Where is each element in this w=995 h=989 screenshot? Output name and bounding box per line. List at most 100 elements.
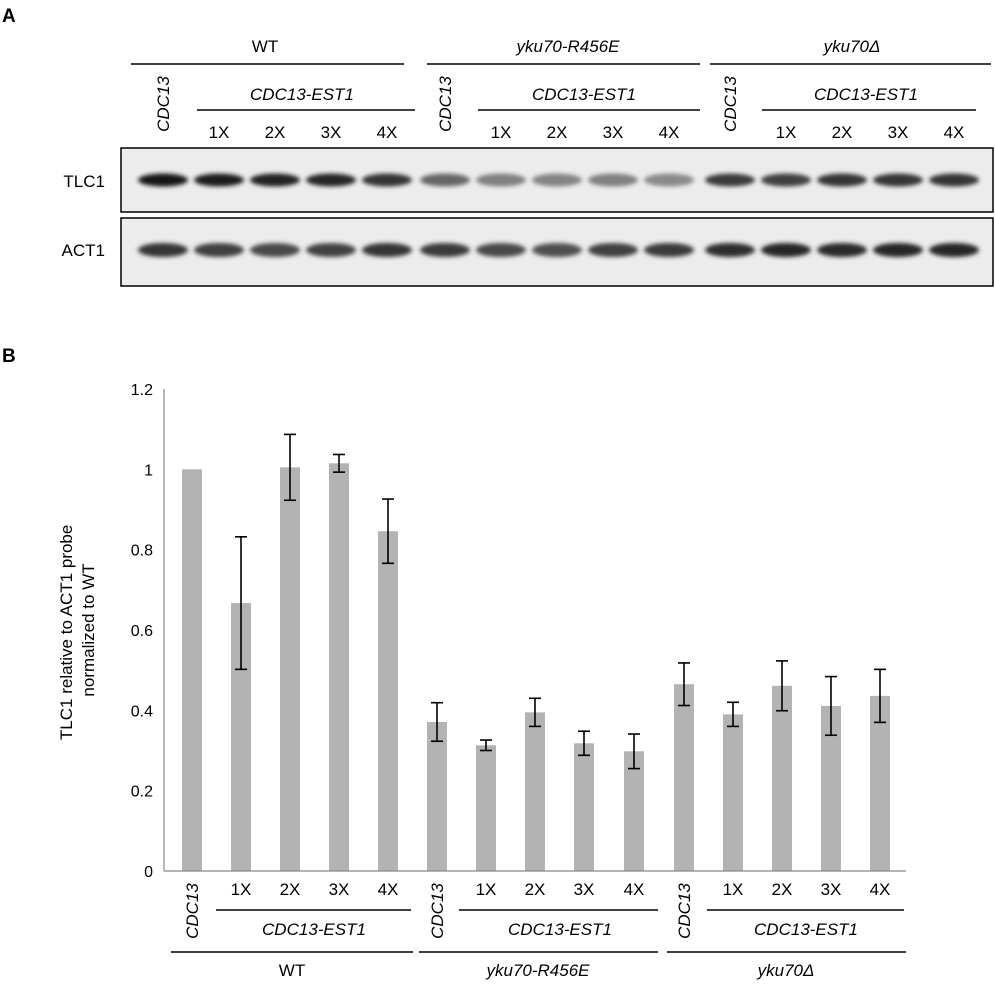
- dose-label-0-2: 3X: [321, 123, 342, 142]
- dose-label-2-3: 4X: [944, 123, 965, 142]
- error-bar: [874, 668, 886, 724]
- error-bar: [480, 739, 492, 752]
- band-tlc1-1: [194, 173, 244, 187]
- bar: [476, 745, 496, 871]
- error-bar: [628, 733, 640, 770]
- x-group-label: WT: [279, 961, 305, 980]
- bar: [280, 467, 300, 871]
- x-tick-label-control: CDC13: [183, 883, 202, 939]
- x-tick-label-dose: 1X: [231, 880, 252, 899]
- x-tick-label-dose: 4X: [624, 880, 645, 899]
- blot-header: WT CDC13-EST1 CDC13 1X 2X 3X 4X yku70-R456E CDC1…: [131, 37, 991, 142]
- band-act1-7: [532, 243, 582, 257]
- band-tlc1-7: [532, 173, 582, 187]
- error-bar: [529, 697, 541, 728]
- bar: [674, 684, 694, 871]
- band-act1-6: [476, 243, 526, 257]
- band-tlc1-5: [420, 173, 470, 187]
- bar: [870, 695, 890, 871]
- bar: [723, 714, 743, 871]
- panel-a-letter: A: [2, 6, 16, 27]
- blot-tlc1: [120, 147, 994, 213]
- bar: [574, 743, 594, 871]
- fusion-label-1: CDC13-EST1: [532, 85, 636, 104]
- bar: [624, 751, 644, 871]
- blot-row-label-act1: ACT1: [62, 241, 105, 260]
- bars: [182, 463, 890, 871]
- dose-label-1-0: 1X: [491, 123, 512, 142]
- error-bar: [333, 453, 345, 473]
- band-act1-13: [873, 243, 923, 257]
- group-label-0: WT: [252, 37, 278, 56]
- band-act1-5: [420, 243, 470, 257]
- error-bar: [776, 660, 788, 712]
- y-tick-label: 0.8: [131, 543, 153, 560]
- y-axis-ticks: 0 0.2 0.4 0.6 0.8 1 1.2: [131, 382, 153, 881]
- band-act1-12: [817, 243, 867, 257]
- band-tlc1-8: [588, 173, 638, 187]
- y-tick-label: 0.4: [131, 703, 153, 720]
- error-bar: [825, 675, 837, 737]
- dose-label-0-1: 2X: [265, 123, 286, 142]
- x-group-label: yku70-R456E: [485, 961, 590, 980]
- band-tlc1-14: [929, 173, 979, 187]
- error-bar: [235, 536, 247, 671]
- y-axis-label-line2: normalized to WT: [79, 563, 98, 696]
- y-tick-label: 0.6: [131, 623, 153, 640]
- band-act1-4: [362, 243, 412, 257]
- group-label-2: yku70Δ: [823, 37, 881, 56]
- band-tlc1-11: [761, 173, 811, 187]
- band-tlc1-10: [705, 173, 755, 187]
- bands-tlc1: [138, 173, 979, 187]
- band-tlc1-2: [250, 173, 300, 187]
- bar: [821, 705, 841, 871]
- control-label-2: CDC13: [721, 76, 740, 132]
- x-tick-label-dose: 4X: [870, 880, 891, 899]
- x-tick-label-dose: 1X: [723, 880, 744, 899]
- bar: [525, 712, 545, 871]
- band-act1-8: [588, 243, 638, 257]
- error-bar: [284, 433, 296, 502]
- blot-row-label-tlc1: TLC1: [63, 172, 105, 191]
- control-label-1: CDC13: [436, 76, 455, 132]
- x-fusion-label: CDC13-EST1: [508, 920, 612, 939]
- band-tlc1-9: [644, 173, 694, 187]
- band-tlc1-4: [362, 173, 412, 187]
- band-act1-3: [306, 243, 356, 257]
- y-tick-label: 1: [144, 462, 153, 479]
- bar: [329, 463, 349, 871]
- y-axis-label: TLC1 relative to ACT1 probe normalized t…: [57, 520, 98, 740]
- x-fusion-label: CDC13-EST1: [754, 920, 858, 939]
- x-tick-label-dose: 2X: [280, 880, 301, 899]
- dose-label-1-1: 2X: [547, 123, 568, 142]
- error-bar: [382, 498, 394, 565]
- bands-act1: [138, 243, 979, 257]
- group-label-1: yku70-R456E: [515, 37, 620, 56]
- y-tick-label: 0.2: [131, 784, 153, 801]
- bar: [182, 469, 202, 871]
- band-act1-1: [194, 243, 244, 257]
- x-tick-label-dose: 2X: [772, 880, 793, 899]
- band-tlc1-3: [306, 173, 356, 187]
- x-tick-label-dose: 1X: [476, 880, 497, 899]
- x-tick-label-dose: 3X: [329, 880, 350, 899]
- fusion-label-2: CDC13-EST1: [814, 85, 918, 104]
- band-tlc1-13: [873, 173, 923, 187]
- x-axis-labels: CDC13 1X 2X 3X 4X CDC13 1X 2X 3X 4X CDC13 1X 2X 3X 4X C…: [171, 880, 906, 980]
- x-group-label: yku70Δ: [757, 961, 815, 980]
- panel-b-letter: B: [2, 346, 16, 367]
- bar: [427, 721, 447, 871]
- error-bar: [578, 730, 590, 757]
- dose-label-0-3: 4X: [377, 123, 398, 142]
- band-tlc1-0: [138, 173, 188, 187]
- band-act1-9: [644, 243, 694, 257]
- x-tick-label-control: CDC13: [428, 883, 447, 939]
- x-fusion-label: CDC13-EST1: [262, 920, 366, 939]
- bar: [378, 531, 398, 871]
- band-act1-10: [705, 243, 755, 257]
- error-bar: [431, 701, 443, 743]
- y-axis-label-line1: TLC1 relative to ACT1 probe: [57, 525, 76, 740]
- dose-label-2-2: 3X: [888, 123, 909, 142]
- band-tlc1-6: [476, 173, 526, 187]
